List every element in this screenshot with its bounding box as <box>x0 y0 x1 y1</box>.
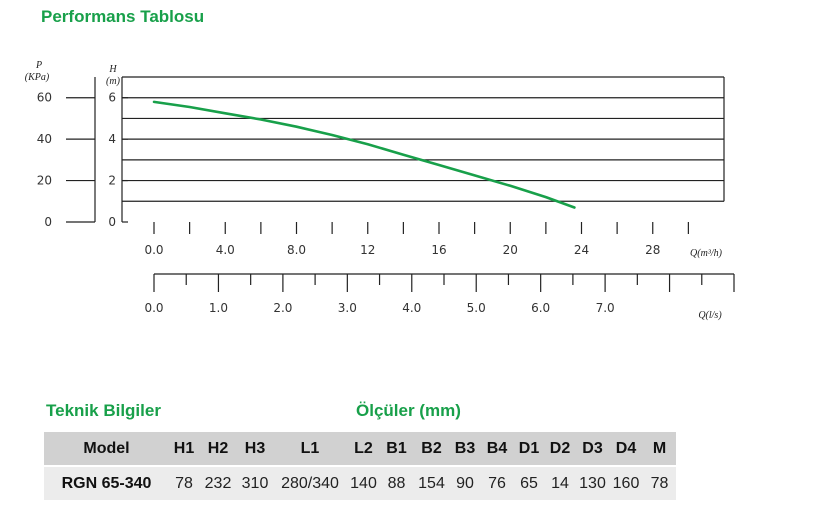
q2-tick-label: 6.0 <box>531 301 550 315</box>
chart-grid <box>122 76 725 202</box>
q-tick-label: 0.0 <box>144 243 163 257</box>
table-cell: 160 <box>609 466 643 500</box>
table-cell: 280/340 <box>273 466 347 500</box>
p-tick-label: 20 <box>37 174 52 188</box>
q2-tick-label: 7.0 <box>596 301 615 315</box>
model-cell: RGN 65-340 <box>44 466 169 500</box>
chart-axes <box>66 77 735 292</box>
q-tick-label: 4.0 <box>216 243 235 257</box>
q-tick-label: 28 <box>645 243 660 257</box>
q2-axis-title: Q(l/s) <box>698 310 722 321</box>
h-tick-label: 0 <box>108 215 116 229</box>
column-header: B1 <box>380 432 413 467</box>
column-header: M <box>643 432 676 467</box>
q-axis-title: Q(m³/h) <box>690 248 723 259</box>
p-tick-label: 60 <box>37 91 52 105</box>
h-axis-unit: (m) <box>106 76 121 87</box>
q-tick-label: 8.0 <box>287 243 306 257</box>
q2-tick-label: 2.0 <box>273 301 292 315</box>
q2-tick-label: 0.0 <box>144 301 163 315</box>
table-cell: 76 <box>480 466 514 500</box>
column-header: B2 <box>413 432 450 467</box>
q-tick-label: 16 <box>431 243 446 257</box>
table-cell: 14 <box>544 466 576 500</box>
q-tick-label: 24 <box>574 243 589 257</box>
column-header: D2 <box>544 432 576 467</box>
p-tick-label: 40 <box>37 132 52 146</box>
chart-series <box>152 100 576 209</box>
h-tick-label: 4 <box>108 132 116 146</box>
spec-table: Model H1 H2 H3 L1 L2 B1 B2 B3 B4 D1 D2 D… <box>44 432 676 500</box>
table-row: RGN 65-340 78 232 310 280/340 140 88 154… <box>44 466 676 500</box>
table-cell: 130 <box>576 466 609 500</box>
q2-tick-label: 3.0 <box>338 301 357 315</box>
q-tick-label: 20 <box>503 243 518 257</box>
table-cell: 232 <box>199 466 237 500</box>
table-cell: 140 <box>347 466 380 500</box>
h-tick-label: 6 <box>108 91 116 105</box>
table-cell: 90 <box>450 466 480 500</box>
column-header: B4 <box>480 432 514 467</box>
table-cell: 88 <box>380 466 413 500</box>
table-header-row: Model H1 H2 H3 L1 L2 B1 B2 B3 B4 D1 D2 D… <box>44 432 676 467</box>
q-tick-label: 12 <box>360 243 375 257</box>
dimensions-title: Ölçüler (mm) <box>356 401 461 420</box>
tech-info-title: Teknik Bilgiler <box>46 401 161 420</box>
table-cell: 78 <box>643 466 676 500</box>
table-cell: 310 <box>237 466 273 500</box>
p-tick-label: 0 <box>44 215 52 229</box>
column-header: L2 <box>347 432 380 467</box>
column-header: D1 <box>514 432 544 467</box>
column-header: H3 <box>237 432 273 467</box>
p-axis-title: P <box>35 60 42 71</box>
column-header: D4 <box>609 432 643 467</box>
column-header: B3 <box>450 432 480 467</box>
performance-curve <box>152 100 576 209</box>
p-axis-unit: (KPa) <box>25 72 50 83</box>
q2-tick-label: 5.0 <box>467 301 486 315</box>
q2-tick-label: 1.0 <box>209 301 228 315</box>
column-header: H1 <box>169 432 199 467</box>
h-tick-label: 2 <box>108 174 116 188</box>
h-axis-title: H <box>108 64 117 75</box>
column-header: H2 <box>199 432 237 467</box>
table-cell: 154 <box>413 466 450 500</box>
column-header: L1 <box>273 432 347 467</box>
q2-tick-label: 4.0 <box>402 301 421 315</box>
table-cell: 78 <box>169 466 199 500</box>
column-header: D3 <box>576 432 609 467</box>
performance-title: Performans Tablosu <box>41 7 205 26</box>
table-cell: 65 <box>514 466 544 500</box>
column-header: Model <box>44 432 169 467</box>
